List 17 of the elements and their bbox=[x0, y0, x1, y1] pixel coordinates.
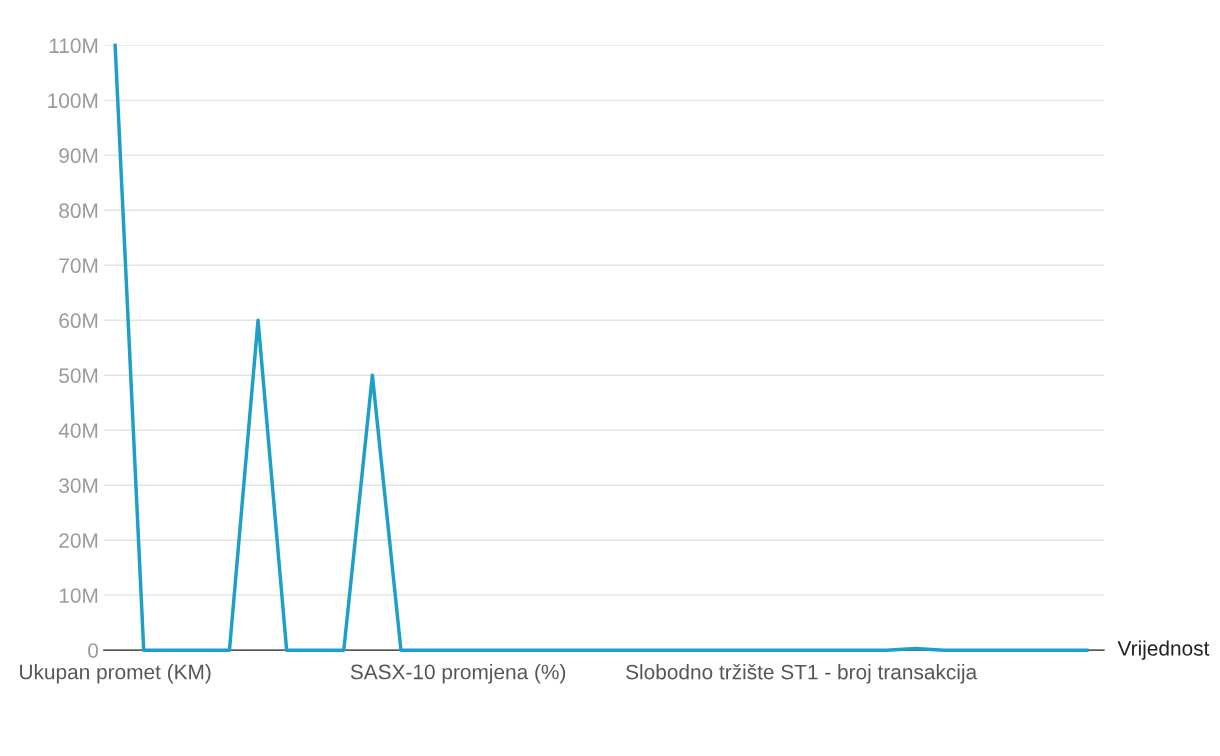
y-tick-label: 50M bbox=[59, 368, 98, 383]
line-series bbox=[113, 43, 1089, 652]
y-tick-label: 80M bbox=[59, 203, 98, 219]
y-tick-label: 100M bbox=[48, 93, 98, 109]
x-tick-label: SASX-10 promjena (%) bbox=[350, 664, 566, 684]
x-tick-label: Ukupan promet (KM) bbox=[20, 664, 211, 684]
y-tick-label: 110M bbox=[49, 38, 98, 54]
y-tick-label: 90M bbox=[59, 148, 98, 164]
y-tick-label: 20M bbox=[59, 533, 98, 548]
x-tick-label: Slobodno tržište ST1 - broj transakcija bbox=[626, 664, 978, 684]
y-tick-label: 30M bbox=[59, 478, 98, 493]
y-tick-label: 10M bbox=[59, 588, 98, 603]
y-tick-label: 0 bbox=[88, 643, 99, 658]
y-tick-label: 70M bbox=[59, 258, 98, 274]
y-tick-label: 40M bbox=[58, 423, 98, 438]
y-tick-label: 60M bbox=[59, 313, 98, 329]
series-label: Vrijednost bbox=[1117, 640, 1210, 660]
